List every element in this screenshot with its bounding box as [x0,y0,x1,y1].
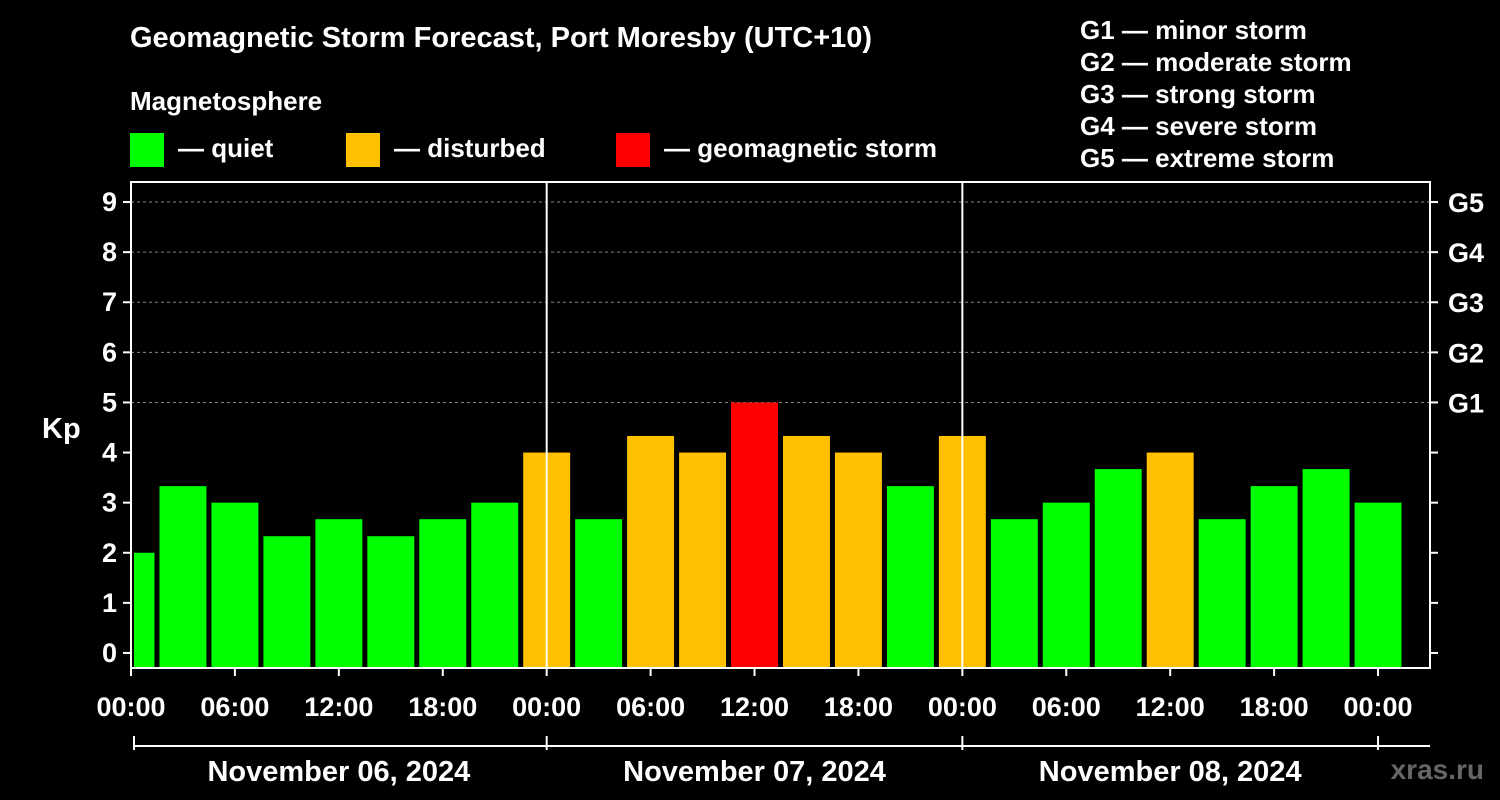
bar-9 [575,519,623,668]
g-scale-g1: G1 — minor storm [1080,15,1307,45]
x-tick-label-6: 12:00 [720,692,789,722]
x-tick-label-9: 06:00 [1032,692,1101,722]
bar-7 [471,502,519,668]
legend-swatch-disturbed [346,133,380,167]
y-tick-label-3: 3 [102,488,117,518]
right-axis-label-g5: G5 [1448,188,1484,218]
g-scale-g3: G3 — strong storm [1080,79,1316,109]
right-axis-label-g3: G3 [1448,288,1484,318]
x-tick-label-11: 18:00 [1240,692,1309,722]
bar-3 [263,536,311,668]
y-tick-label-7: 7 [102,287,117,317]
bar-10 [627,436,675,668]
x-tick-label-2: 12:00 [304,692,373,722]
bar-18 [1042,502,1090,668]
bar-13 [783,436,830,668]
x-tick-label-12: 00:00 [1344,692,1413,722]
bar-2 [211,502,259,668]
y-tick-label-0: 0 [102,638,117,668]
bar-19 [1094,469,1142,668]
watermark: xras.ru [1390,754,1484,785]
legend-swatch-quiet [130,133,164,167]
x-tick-label-1: 06:00 [200,692,269,722]
date-label-1: November 07, 2024 [623,756,886,788]
bar-1 [159,486,207,668]
bar-23 [1302,469,1350,668]
bar-17 [990,519,1038,668]
y-tick-label-6: 6 [102,337,117,367]
date-label-2: November 08, 2024 [1039,756,1302,788]
x-tick-label-0: 00:00 [96,692,165,722]
y-tick-label-8: 8 [102,237,117,267]
bar-20 [1146,452,1194,668]
bar-21 [1198,519,1246,668]
legend-label-storm: — geomagnetic storm [664,133,938,163]
date-label-0: November 06, 2024 [207,756,470,788]
legend-swatch-storm [616,133,650,167]
bar-4 [315,519,363,668]
bar-5 [367,536,415,668]
x-tick-label-10: 12:00 [1136,692,1205,722]
legend-label-disturbed: — disturbed [394,133,546,163]
chart-title: Geomagnetic Storm Forecast, Port Moresby… [130,22,873,54]
bar-22 [1250,486,1298,668]
g-scale-g2: G2 — moderate storm [1080,47,1352,77]
right-axis-label-g1: G1 [1448,388,1484,418]
g-scale-legend: G1 — minor storm G2 — moderate storm G3 … [1080,14,1352,174]
x-tick-label-4: 00:00 [512,692,581,722]
g-scale-g5: G5 — extreme storm [1080,143,1335,173]
y-tick-label-9: 9 [102,187,117,217]
x-tick-label-7: 18:00 [824,692,893,722]
y-tick-label-5: 5 [102,387,117,417]
bar-0 [134,552,155,668]
x-tick-label-8: 00:00 [928,692,997,722]
x-tick-label-3: 18:00 [408,692,477,722]
bar-6 [419,519,467,668]
bar-14 [834,452,882,668]
legend-label-quiet: — quiet [178,133,274,163]
chart-subtitle: Magnetosphere [130,86,323,116]
y-axis-label: Kp [42,413,81,445]
y-tick-label-1: 1 [102,588,117,618]
right-axis-label-g4: G4 [1448,238,1484,268]
x-tick-label-5: 06:00 [616,692,685,722]
bar-11 [679,452,727,668]
bar-24 [1354,502,1402,668]
bar-12 [731,402,778,668]
right-axis-label-g2: G2 [1448,338,1484,368]
plot-frame [130,181,1431,669]
g-scale-g4: G4 — severe storm [1080,111,1318,141]
y-tick-label-2: 2 [102,538,117,568]
bar-15 [886,486,934,668]
y-tick-label-4: 4 [102,438,117,468]
